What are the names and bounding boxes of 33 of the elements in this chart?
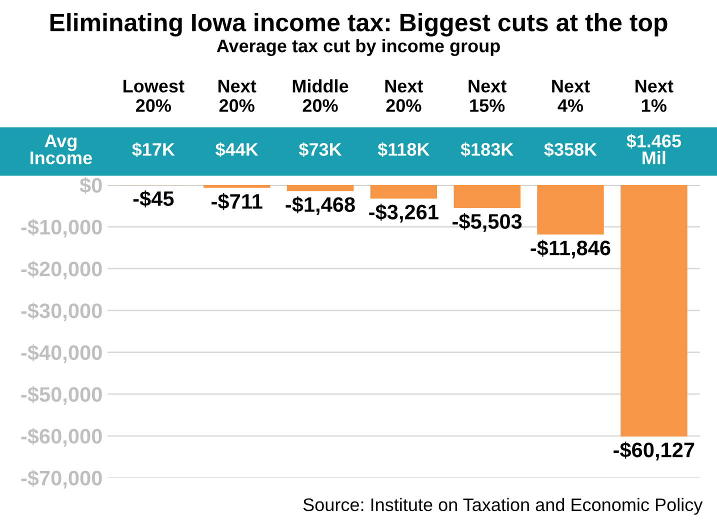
text: $183K <box>460 142 514 158</box>
y-tick-label: $0 <box>80 177 102 194</box>
y-tick-label: -$30,000 <box>21 302 102 322</box>
x-tick-label: Next 1% <box>636 80 674 112</box>
text: $44K <box>216 142 258 158</box>
source-note: Source: Institute on Taxation and Economic Policy <box>303 498 703 515</box>
y-tick-label: -$40,000 <box>21 344 102 364</box>
text: $118K <box>378 142 430 158</box>
x-tick-label: Lowest 20% <box>124 80 184 112</box>
y-tick-label: -$60,000 <box>21 428 102 447</box>
x-tick-label: Next 4% <box>552 80 590 112</box>
data-label: -$3,261 <box>369 204 438 222</box>
chart-subtitle: Average tax cut by income group <box>216 39 500 56</box>
x-tick-label: Middle 20% <box>292 79 348 112</box>
y-tick-label: -$20,000 <box>21 260 102 280</box>
chart-title: Eliminating Iowa income tax: Biggest cuts at the top <box>50 13 668 36</box>
data-label: -$1,468 <box>286 196 355 215</box>
data-label: -$60,127 <box>614 442 694 460</box>
x-tick-label: Next 20% <box>218 80 256 112</box>
data-label: -$711 <box>212 193 262 210</box>
text: $358K <box>544 142 597 158</box>
data-label: -$45 <box>133 190 174 208</box>
y-tick-label: -$70,000 <box>21 470 102 489</box>
data-label: -$5,503 <box>452 213 522 232</box>
x-tick-label: Next 20% <box>385 80 424 112</box>
text: $73K <box>298 142 342 158</box>
y-tick-label: -$50,000 <box>21 386 102 405</box>
data-label: -$11,846 <box>530 240 610 258</box>
text: Avg Income <box>30 134 92 164</box>
text: $17K <box>132 142 175 158</box>
y-tick-label: -$10,000 <box>21 218 102 238</box>
text: $1.465 Mil <box>626 134 682 164</box>
x-tick-label: Next 15% <box>468 80 506 112</box>
